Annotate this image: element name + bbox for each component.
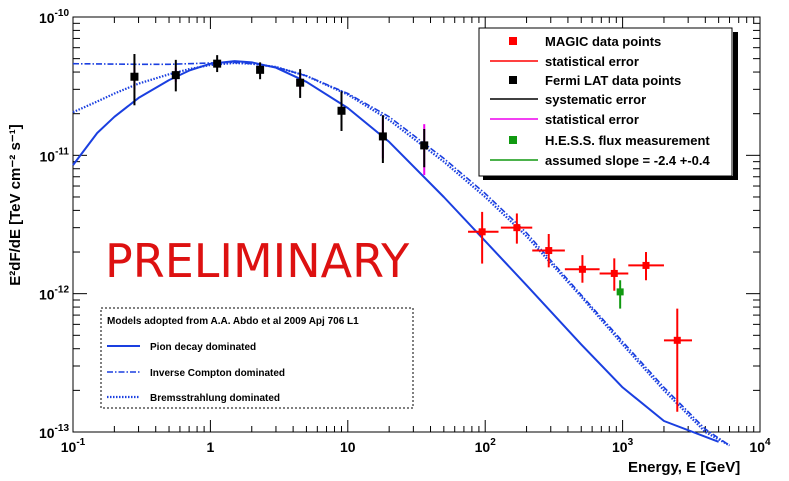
x-axis-label: Energy, E [GeV]: [628, 459, 740, 476]
fermi-point: [337, 106, 346, 115]
model-curve-dashdot: [72, 61, 730, 447]
legend: MAGIC data points statistical error Fermi …: [478, 27, 738, 180]
y-tick-label: 10-11: [40, 146, 70, 164]
y-tick-label: 10-12: [39, 285, 69, 303]
models-legend-label: Inverse Compton dominated: [150, 368, 285, 379]
magic-point: [513, 224, 521, 232]
plot-frame: [72, 16, 761, 433]
legend-label: systematic error: [545, 92, 646, 107]
x-tick-label: 102: [475, 437, 497, 455]
plot-area-border: [72, 16, 761, 433]
data-points: [130, 54, 693, 412]
x-tick-label: 10: [340, 439, 356, 455]
models-legend-label: Pion decay dominated: [150, 342, 256, 353]
model-curve-dotted: [72, 61, 731, 447]
models-legend-label: Bremsstrahlung dominated: [150, 393, 280, 404]
magic-point: [610, 269, 618, 277]
legend-label: assumed slope = -2.4 +-0.4: [545, 153, 711, 168]
preliminary-annotation: PRELIMINARY: [105, 234, 410, 288]
x-tick-label: 104: [749, 437, 771, 455]
legend-marker-square: [509, 37, 517, 45]
y-tick-label: 10-10: [39, 8, 69, 26]
magic-point: [578, 265, 586, 273]
legend-marker-square: [509, 136, 517, 144]
fermi-point: [296, 78, 305, 87]
fermi-point: [378, 132, 387, 141]
hess-point: [616, 288, 624, 296]
legend-label: statistical error: [545, 112, 639, 127]
legend-shadow-right: [733, 32, 738, 180]
legend-entries: MAGIC data points statistical error Fermi …: [490, 34, 711, 168]
fermi-point: [130, 72, 139, 81]
axis-ticks: [72, 17, 761, 433]
legend-marker-square: [509, 76, 517, 84]
magic-point: [642, 261, 650, 269]
legend-shadow-bottom: [483, 176, 738, 180]
legend-label: Fermi LAT data points: [545, 73, 681, 88]
fermi-point: [171, 71, 180, 80]
y-axis-label: E²dF/dE [TeV cm⁻² s⁻¹]: [7, 124, 24, 285]
models-legend: Models adopted from A.A. Abdo et al 2009…: [100, 307, 414, 409]
y-tick-label: 10-13: [39, 423, 69, 441]
fermi-point: [420, 141, 429, 150]
fermi-point: [256, 65, 265, 74]
x-tick-label: 103: [612, 437, 634, 455]
model-curve-solid: [72, 60, 719, 443]
models-legend-entries: Pion decay dominated Inverse Compton domi…: [107, 342, 285, 404]
legend-box: [478, 27, 733, 177]
models-legend-box: [100, 307, 414, 409]
x-tick-label: 1: [207, 439, 215, 455]
models-legend-title: Models adopted from A.A. Abdo et al 2009…: [107, 316, 359, 327]
legend-label: MAGIC data points: [545, 34, 661, 49]
magic-point: [673, 336, 681, 344]
magic-point: [478, 228, 486, 236]
x-tick-label: 10-1: [61, 437, 86, 455]
legend-label: H.E.S.S. flux measurement: [545, 133, 710, 148]
legend-label: statistical error: [545, 54, 639, 69]
model-curves: [72, 60, 731, 447]
magic-point: [545, 247, 553, 255]
fermi-point: [213, 59, 222, 68]
